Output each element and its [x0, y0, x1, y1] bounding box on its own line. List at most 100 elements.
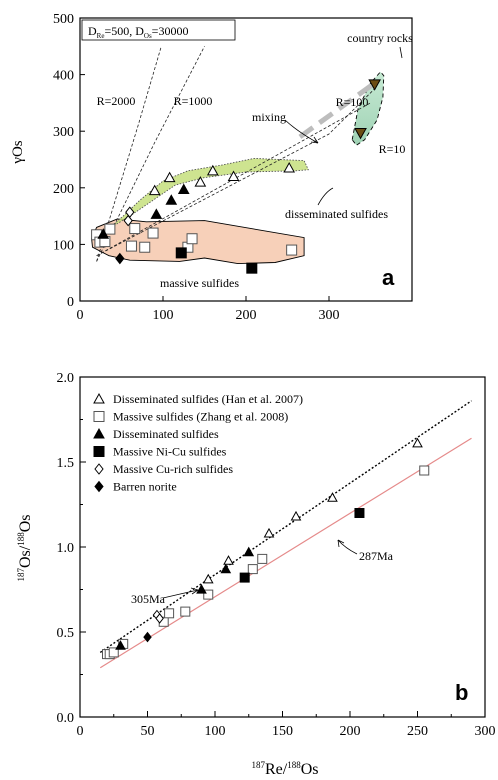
point-filled-square: [175, 247, 187, 259]
point-open-triangle: [223, 555, 234, 565]
r10-label: R=10: [379, 142, 406, 156]
point-filled-triangle: [196, 583, 207, 594]
panel-a-points: [91, 79, 381, 274]
point-open-triangle: [148, 184, 161, 196]
point-filled-triangle: [115, 640, 126, 650]
disseminated-sulfides-label: disseminated sulfides: [285, 207, 388, 221]
y-tick-label: 0.5: [57, 626, 75, 641]
r2000-label: R=2000: [97, 94, 136, 108]
mixing-line-r1000: [96, 46, 205, 262]
point-filled-diamond: [115, 252, 125, 265]
point-open-square: [247, 564, 258, 575]
panel-b: 0 50 100 150 200 250 300 0.0 0.5 1.0 1.5 2.0 Dissem…: [16, 371, 496, 778]
point-country-rock: [368, 79, 381, 91]
isochron-305-leader: [162, 589, 199, 599]
point-open-triangle: [163, 171, 176, 183]
x-tick-label: 150: [272, 724, 293, 739]
partition-coefficient-label: DRe=500, DOs=30000: [88, 24, 188, 40]
point-open-square: [419, 465, 430, 476]
y-tick-label: 0.0: [57, 711, 75, 726]
panel-a-letter: a: [382, 265, 395, 290]
legend-label: Massive Cu-rich sulfides: [113, 462, 233, 476]
panel-b-ylabel: 187Os/188Os: [16, 514, 34, 581]
panel-a: 0 100 200 300 0 100 200 300 400 500 DRe=500, DOs=…: [10, 12, 413, 323]
y-tick-label: 1.0: [57, 541, 75, 556]
point-open-triangle: [263, 527, 275, 538]
point-open-diamond: [123, 214, 133, 227]
mixing-arrowhead: [310, 136, 319, 144]
r100-label: R=100: [336, 95, 369, 109]
mixing-label: mixing: [252, 110, 286, 124]
point-filled-square: [246, 262, 258, 274]
point-open-diamond: [155, 613, 164, 624]
point-open-diamond: [125, 206, 135, 218]
point-filled-triangle: [150, 208, 163, 219]
isochron-line-287ma: [99, 437, 472, 669]
point-open-triangle: [327, 492, 338, 502]
country-rocks-label: country rocks: [347, 31, 413, 45]
panel-b-isochrons: [99, 400, 472, 669]
mixing-leader: [284, 119, 319, 144]
point-open-triangle: [283, 161, 296, 173]
country-rocks-field: [351, 71, 385, 146]
x-tick-label: 50: [141, 724, 155, 739]
point-open-square: [203, 589, 214, 600]
isochron-287-leader: [337, 539, 358, 555]
x-tick-label: 300: [475, 724, 496, 739]
point-open-triangle: [412, 437, 423, 448]
point-open-square: [180, 606, 191, 617]
point-open-square: [125, 240, 137, 252]
legend-label: Barren norite: [113, 480, 177, 494]
point-open-square: [139, 241, 151, 253]
point-country-rock: [354, 127, 367, 140]
mixing-trend-line: [298, 81, 377, 139]
point-filled-square: [239, 572, 250, 583]
point-filled-triangle: [243, 546, 255, 557]
point-open-square: [257, 553, 268, 564]
partition-coefficient-box: [81, 19, 236, 41]
x-tick-label: 200: [236, 308, 257, 323]
y-tick-label: 2.0: [57, 371, 75, 386]
isochron-287-arrowhead: [337, 539, 345, 548]
legend-marker-open-square: [93, 411, 105, 422]
legend-marker-open-triangle: [93, 392, 105, 404]
point-open-square: [104, 223, 116, 235]
x-tick-label: 0: [77, 724, 84, 739]
point-filled-triangle: [97, 228, 110, 239]
panel-b-xlabel: 187Re/188Os: [252, 760, 319, 778]
y-tick-label: 400: [53, 69, 74, 84]
legend-marker-filled-square: [93, 446, 105, 457]
mixing-line-r100: [96, 88, 375, 257]
point-filled-square: [354, 508, 365, 518]
point-open-square: [129, 223, 141, 235]
y-tick-label: 1.5: [57, 456, 75, 471]
panel-b-points: [102, 437, 430, 660]
panel-b-legend: Disseminated sulfides (Han et al. 2007) M…: [93, 392, 303, 494]
x-tick-label: 300: [319, 308, 340, 323]
x-tick-label: 200: [340, 724, 361, 739]
point-filled-triangle: [177, 183, 190, 194]
point-open-triangle: [206, 164, 219, 176]
panel-b-letter: b: [455, 680, 468, 705]
legend-marker-filled-diamond: [94, 480, 104, 493]
y-tick-label: 0: [67, 295, 74, 310]
legend-label: Disseminated sulfides (Han et al. 2007): [113, 392, 303, 406]
point-open-triangle: [290, 510, 302, 521]
x-tick-label: 0: [77, 308, 84, 323]
point-filled-triangle: [220, 563, 232, 574]
isochron-line-305ma: [99, 400, 472, 653]
legend-marker-filled-triangle: [93, 427, 105, 439]
y-tick-label: 200: [53, 182, 74, 197]
legend-marker-open-diamond: [94, 463, 104, 475]
point-open-triangle: [227, 170, 240, 181]
point-open-square: [286, 244, 298, 256]
point-open-square: [164, 608, 175, 619]
point-open-square: [186, 233, 198, 245]
isochron-287-label: 287Ma: [359, 549, 394, 563]
mixing-line-r2000: [96, 46, 162, 262]
y-tick-label: 500: [53, 12, 74, 27]
point-open-triangle: [202, 573, 214, 584]
country-rocks-leader: [399, 46, 403, 59]
point-open-triangle: [194, 176, 207, 187]
